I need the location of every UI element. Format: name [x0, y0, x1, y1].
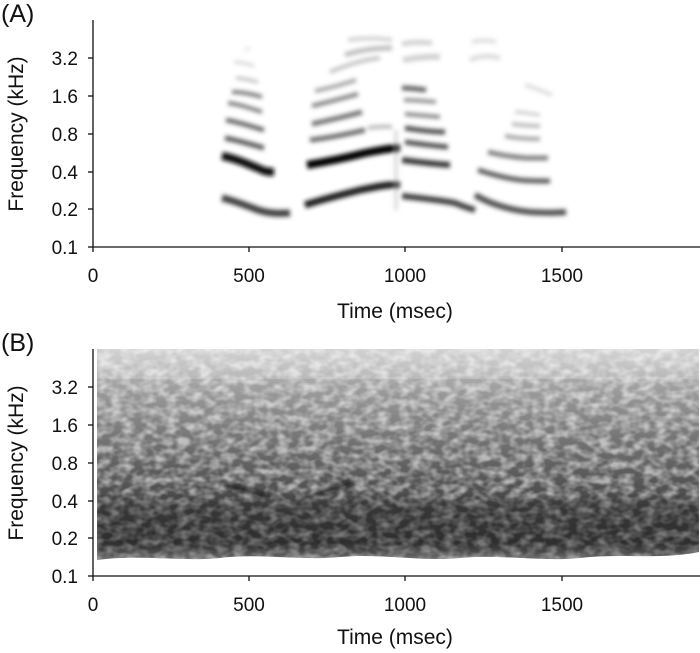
y-axis-title-a: Frequency (kHz)	[5, 56, 28, 211]
x-tick-labels-b: 0 500 1000 1500	[88, 595, 583, 616]
y-tick-label: 0.1	[52, 238, 78, 259]
y-tick-label: 0.4	[52, 492, 79, 513]
y-tick-label: 0.1	[52, 567, 78, 588]
y-tick-label: 0.4	[52, 163, 79, 184]
y-tick-labels-a: 3.2 1.6 0.8 0.4 0.2 0.1	[52, 49, 79, 259]
x-tick-label: 1500	[541, 595, 583, 616]
x-tick-label: 1500	[541, 266, 583, 287]
y-tick-label: 0.2	[52, 200, 78, 221]
syllable-4	[468, 38, 567, 216]
faint-trace-2	[317, 479, 353, 496]
x-tick-labels-a: 0 500 1000 1500	[88, 266, 583, 287]
y-tick-label: 0.8	[52, 454, 78, 475]
y-tick-label: 3.2	[52, 378, 78, 399]
x-tick-label: 1000	[384, 595, 426, 616]
axes-a	[88, 20, 700, 252]
x-tick-label: 500	[233, 266, 265, 287]
axes-b	[88, 349, 700, 581]
y-tick-label: 0.2	[52, 529, 78, 550]
panel-b-label: (B)	[1, 329, 34, 357]
x-axis-title-b: Time (msec)	[337, 626, 453, 649]
y-tick-label: 1.6	[52, 416, 78, 437]
spectrogram-a	[221, 36, 567, 217]
x-tick-label: 500	[233, 595, 265, 616]
syllable-2	[303, 36, 401, 209]
faint-trace-1	[224, 482, 269, 500]
y-tick-label: 0.8	[52, 125, 78, 146]
x-axis-title-a: Time (msec)	[337, 300, 453, 323]
panel-b: (B) 3.2 1	[1, 329, 700, 649]
syllable-1	[221, 46, 291, 217]
syllable-3	[394, 39, 476, 213]
y-tick-labels-b: 3.2 1.6 0.8 0.4 0.2 0.1	[52, 378, 79, 588]
y-axis-title-b: Frequency (kHz)	[5, 385, 28, 540]
y-tick-label: 1.6	[52, 87, 78, 108]
y-tick-label: 3.2	[52, 49, 78, 70]
panel-a: (A)	[1, 0, 700, 323]
x-tick-label: 0	[88, 595, 99, 616]
panel-a-label: (A)	[1, 0, 34, 28]
x-tick-label: 1000	[384, 266, 426, 287]
x-tick-label: 0	[88, 266, 99, 287]
spectrogram-b	[97, 349, 699, 560]
